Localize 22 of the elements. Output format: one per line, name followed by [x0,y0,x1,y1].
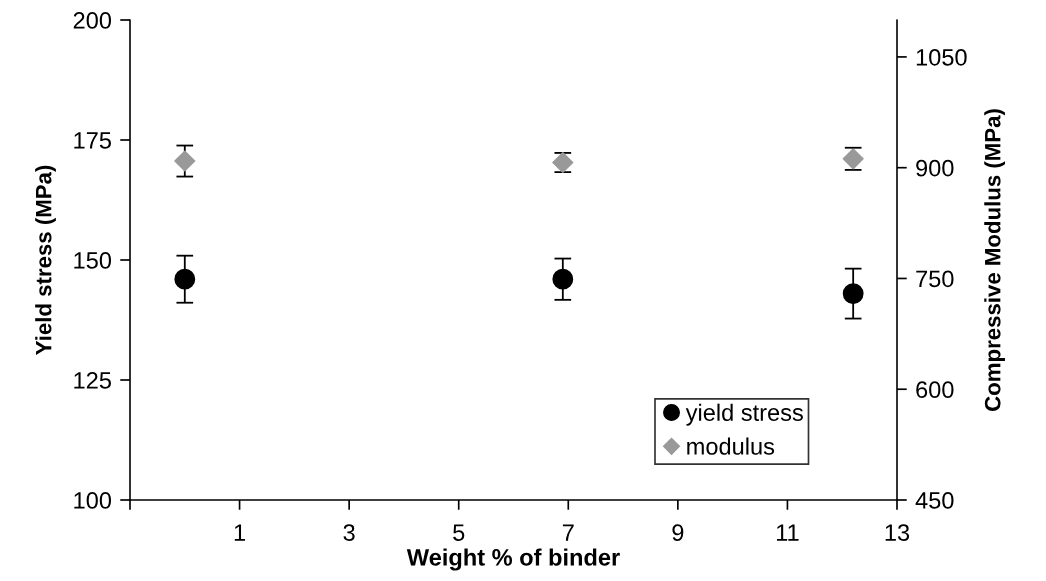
y2-tick-label: 450 [915,492,954,509]
y2-axis-title: Compressive Modulus (MPa) [984,109,1005,411]
y2-tick-label: 900 [916,159,954,177]
y2-tick-label: 600 [916,381,954,399]
x-tick-label: 7 [562,524,574,541]
legend-label: yield stress [685,403,803,426]
y-axis-title: Yield stress (MPa) [35,165,56,355]
x-tick-label: 9 [672,524,684,541]
y-tick-label: 200 [73,12,112,29]
y2-tick-label: 750 [916,270,954,288]
x-tick-label: 13 [885,524,910,541]
x-axis-title: Weight % of binder [406,548,620,571]
y-tick-label: 150 [74,252,112,269]
x-tick-label: 1 [234,524,245,541]
y2-tick-label: 1050 [916,48,967,66]
y-tick-label: 125 [74,372,111,389]
legend-label: modulus [687,437,775,455]
x-tick-label: 3 [343,524,355,541]
x-tick-label: 11 [776,524,799,541]
x-tick-label: 5 [453,524,465,541]
y-tick-label: 175 [74,132,111,149]
y-tick-label: 100 [74,492,112,509]
